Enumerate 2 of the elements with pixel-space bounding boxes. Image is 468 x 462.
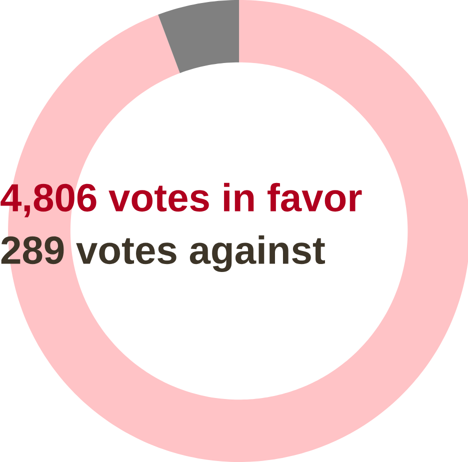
text: 4,806 votes in favor (0, 182, 362, 218)
text: 289 votes against (1, 235, 325, 272)
